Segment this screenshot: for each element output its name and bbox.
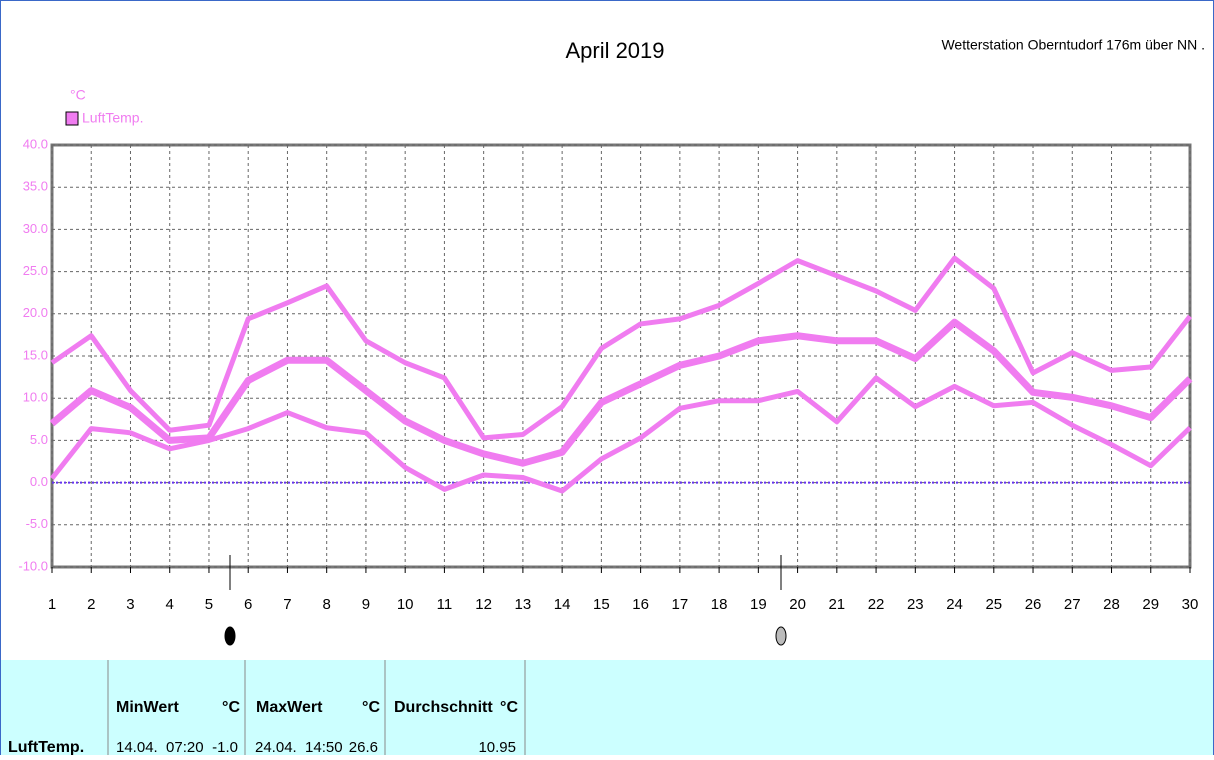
table-cell: -1.0: [212, 739, 238, 755]
x-tick-label: 3: [126, 596, 134, 613]
plot-area: -10.0 -5.0 0.0 5.0 10.0 15.0 20.0 25.0 30.0 35.0 4…: [18, 136, 1198, 613]
x-tick-label: 5: [205, 596, 213, 613]
table-header: MaxWert: [256, 699, 323, 716]
full-moon-icon: [775, 626, 787, 646]
y-tick-label: -10.0: [18, 558, 48, 573]
table-cell: 10.95: [478, 739, 516, 755]
table-cell: 14.04. 07:20: [116, 739, 204, 755]
table-header: Durchschnitt: [394, 699, 493, 716]
x-tick-label: 21: [828, 596, 845, 613]
x-tick-label: 12: [475, 596, 492, 613]
x-tick-label: 9: [362, 596, 370, 613]
legend-swatch: [65, 111, 79, 126]
x-tick-label: 18: [711, 596, 728, 613]
x-tick-label: 29: [1142, 596, 1159, 613]
x-tick-label: 22: [868, 596, 885, 613]
table-background: [1, 660, 1213, 760]
station-label: Wetterstation Oberntudorf 176m über NN .: [941, 37, 1205, 53]
x-tick-label: 20: [789, 596, 806, 613]
x-tick-label: 10: [397, 596, 414, 613]
x-tick-label: 24: [946, 596, 963, 613]
x-tick-label: 14: [554, 596, 571, 613]
legend-label: LuftTemp.: [82, 110, 143, 126]
y-tick-label: 10.0: [23, 390, 48, 405]
x-tick-label: 27: [1064, 596, 1081, 613]
table-cell: 26.6: [349, 739, 378, 755]
x-tick-label: 30: [1182, 596, 1199, 613]
x-tick-label: 1: [48, 596, 56, 613]
x-tick-label: 4: [166, 596, 174, 613]
y-tick-label: 35.0: [23, 179, 48, 194]
x-tick-label: 19: [750, 596, 767, 613]
x-tick-label: 6: [244, 596, 252, 613]
y-tick-label: 30.0: [23, 221, 48, 236]
x-tick-label: 7: [283, 596, 291, 613]
x-tick-label: 13: [515, 596, 532, 613]
x-tick-label: 23: [907, 596, 924, 613]
series-line: [50, 255, 1192, 441]
y-unit: °C: [70, 87, 86, 103]
x-tick-label: 25: [985, 596, 1002, 613]
x-tick-label: 11: [437, 596, 453, 613]
series-line: [50, 375, 1192, 494]
table-header: °C: [500, 699, 518, 716]
x-tick-label: 16: [632, 596, 649, 613]
row-label: LuftTemp.: [8, 739, 84, 755]
y-tick-label: 15.0: [23, 347, 48, 362]
y-tick-label: 40.0: [23, 136, 48, 151]
table-cell: 24.04. 14:50: [255, 739, 343, 755]
x-tick-label: 26: [1025, 596, 1042, 613]
new-moon-icon: [224, 626, 236, 646]
y-tick-label: 5.0: [30, 432, 48, 447]
table-header: °C: [362, 699, 380, 716]
x-tick-label: 2: [87, 596, 95, 613]
x-tick-label: 17: [672, 596, 689, 613]
table-header: MinWert: [116, 699, 179, 716]
y-tick-label: 0.0: [30, 474, 48, 489]
y-tick-label: 25.0: [23, 263, 48, 278]
x-tick-label: 28: [1103, 596, 1120, 613]
x-tick-label: 15: [593, 596, 610, 613]
y-tick-label: -5.0: [26, 516, 48, 531]
chart-title: April 2019: [565, 38, 664, 63]
series-line: [49, 318, 1193, 467]
x-tick-label: 8: [323, 596, 331, 613]
y-tick-label: 20.0: [23, 305, 48, 320]
table-header: °C: [222, 699, 240, 716]
